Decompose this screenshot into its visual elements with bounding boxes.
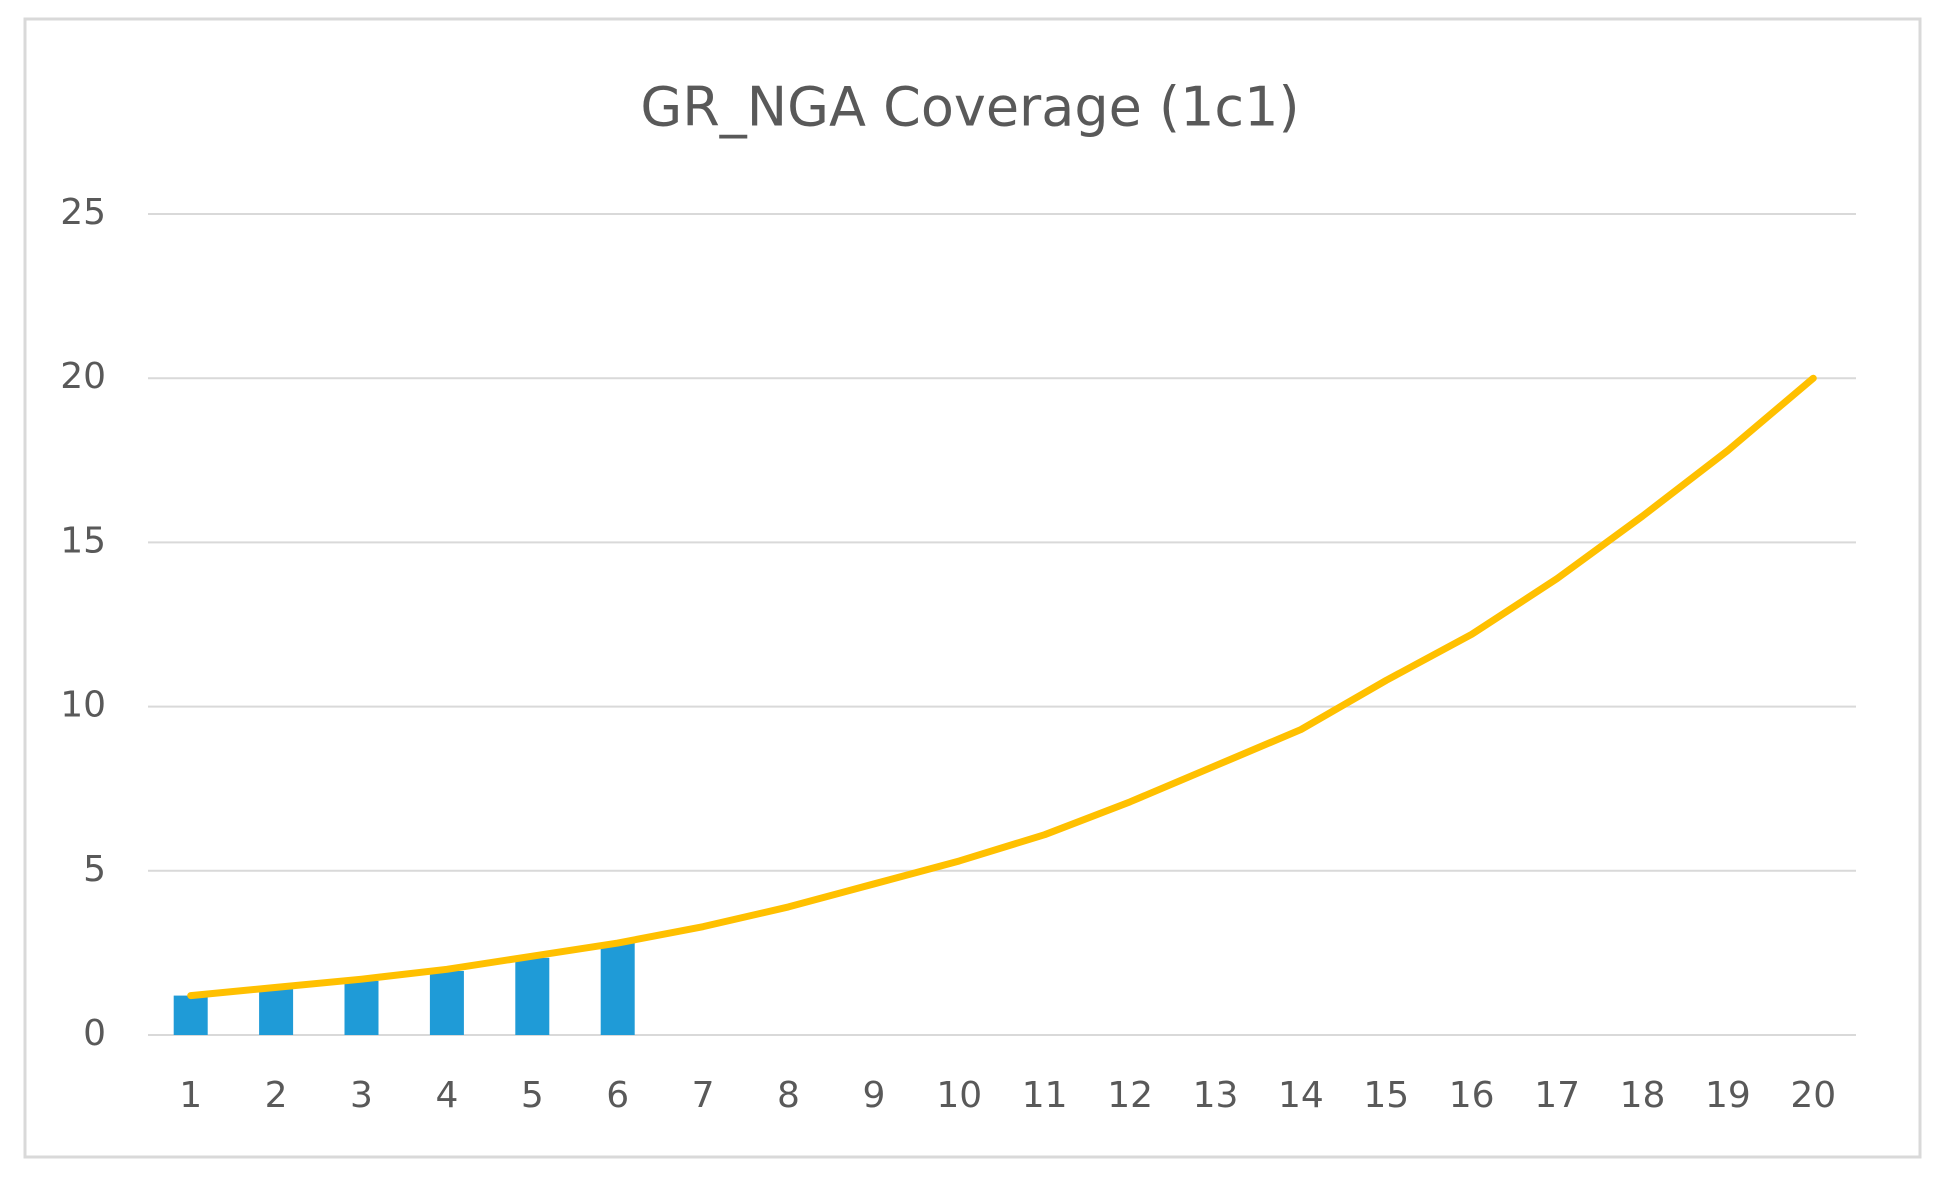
x-tick-label: 14 xyxy=(1278,1075,1324,1116)
x-tick-label: 19 xyxy=(1705,1075,1751,1116)
x-tick-label: 12 xyxy=(1107,1075,1153,1116)
x-tick-label: 20 xyxy=(1790,1075,1836,1116)
y-tick-label: 15 xyxy=(60,520,106,561)
x-tick-label: 11 xyxy=(1022,1075,1068,1116)
x-tick-label: 2 xyxy=(265,1075,288,1116)
y-tick-label: 10 xyxy=(60,685,106,726)
bar xyxy=(515,957,550,1035)
x-tick-label: 13 xyxy=(1193,1075,1239,1116)
x-tick-label: 8 xyxy=(777,1075,800,1116)
bar xyxy=(344,980,379,1035)
x-tick-label: 15 xyxy=(1363,1075,1409,1116)
bar xyxy=(173,995,208,1035)
y-tick-label: 25 xyxy=(60,192,106,233)
chart-frame xyxy=(23,17,1922,1159)
x-tick-label: 18 xyxy=(1620,1075,1666,1116)
bar xyxy=(259,989,294,1035)
x-tick-label: 17 xyxy=(1534,1075,1580,1116)
y-tick-label: 0 xyxy=(83,1013,106,1054)
y-tick-label: 20 xyxy=(60,356,106,397)
x-tick-label: 6 xyxy=(606,1075,629,1116)
x-tick-label: 5 xyxy=(521,1075,544,1116)
x-tick-label: 10 xyxy=(936,1075,982,1116)
x-tick-label: 4 xyxy=(435,1075,458,1116)
x-tick-label: 1 xyxy=(179,1075,202,1116)
x-tick-label: 9 xyxy=(862,1075,885,1116)
x-tick-label: 7 xyxy=(692,1075,715,1116)
x-tick-label: 16 xyxy=(1449,1075,1495,1116)
bar xyxy=(429,970,464,1035)
line xyxy=(187,374,1817,1000)
chart-title: GR_NGA Coverage (1c1) xyxy=(640,76,1299,139)
x-tick-label: 3 xyxy=(350,1075,373,1116)
y-tick-label: 5 xyxy=(83,849,106,890)
bar xyxy=(600,943,635,1035)
